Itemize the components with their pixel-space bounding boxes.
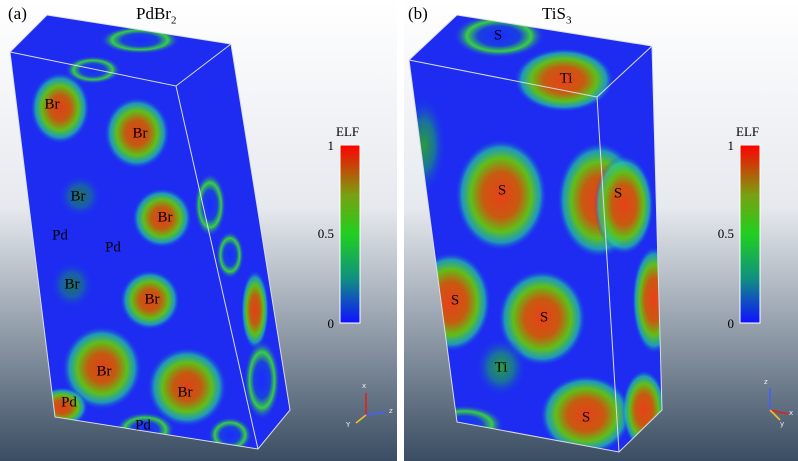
axis-label-right: z [389,407,393,415]
panel-label: (b) [408,4,428,23]
atom-label: S [613,185,623,202]
elf-density [30,26,280,449]
atom-label: S [497,182,507,199]
axis-triad [355,393,387,424]
panel-b: (b) TiS3 S Ti S S S S Ti S ELF 1 0.5 0 z… [404,0,798,461]
atom-label: Br [132,125,148,142]
atom-label: Ti [559,70,573,87]
colorbar-tick: 0.5 [317,226,334,241]
colorbar-tick: 1 [327,138,335,153]
atom-label: Br [157,209,173,226]
atom-label: Br [177,384,193,401]
axis-label-up: z [764,378,768,386]
panel-a-render [0,0,397,461]
atom-label: Pd [135,417,151,434]
colorbar-tick: 0 [727,316,735,331]
panel-label: (a) [8,4,27,23]
colorbar-title: ELF [336,124,360,139]
axis-triad [769,388,789,421]
atom-label: Pd [52,227,68,244]
atom-label: Ti [494,359,508,376]
atom-label: S [539,309,549,326]
atom-label: Br [96,363,112,380]
atom-label: S [493,27,503,44]
panel-title: TiS3 [542,4,572,27]
axis-label-down: Y [346,421,351,429]
panel-a: (a) PdBr2 Br Br Br Br Pd Pd Br Br Br Br … [0,0,397,461]
atom-label: Br [144,291,160,308]
panel-b-render [404,0,798,461]
colorbar-title: ELF [736,124,760,139]
panel-title: PdBr2 [136,4,177,27]
atom-label: Br [70,188,86,205]
atom-label: Pd [61,394,77,411]
atom-label: Br [64,276,80,293]
atom-label: Pd [105,239,121,256]
colorbar [339,144,361,324]
colorbar-tick: 1 [727,138,735,153]
cell-edges [408,14,663,453]
axis-label-down: y [780,420,785,428]
axis-label-right: x [789,409,794,417]
colorbar-tick: 0.5 [717,226,734,241]
cell-edges [9,14,291,450]
axis-label-up: x [362,382,367,390]
colorbar [739,144,761,324]
atom-label: Br [44,96,60,113]
atom-label: S [450,292,460,309]
colorbar-tick: 0 [327,316,335,331]
atom-label: S [581,409,591,426]
